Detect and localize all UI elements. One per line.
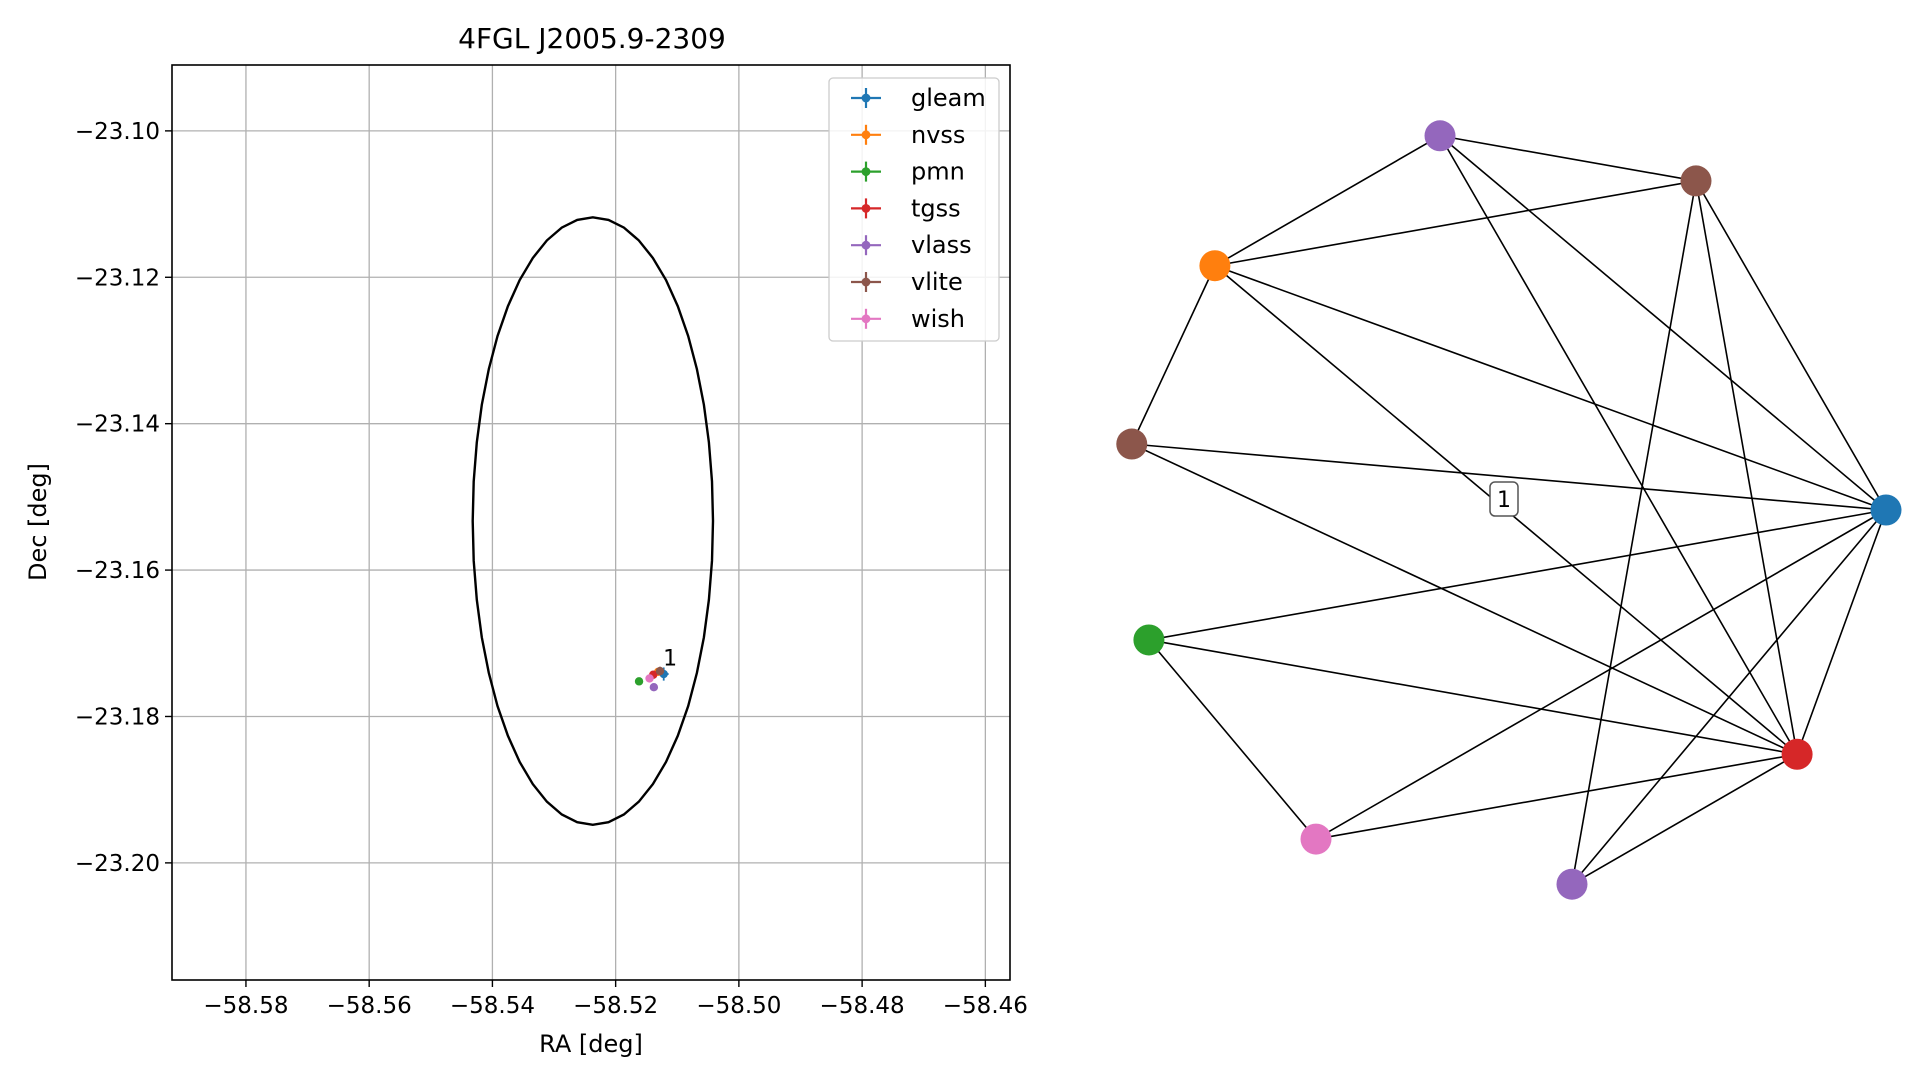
component-label-box bbox=[1489, 481, 1519, 517]
edge-blue-red bbox=[1796, 509, 1887, 755]
network-nodes bbox=[1116, 120, 1902, 900]
node-brown_left bbox=[1116, 428, 1148, 460]
legend-item-nvss: nvss bbox=[851, 121, 965, 149]
edge-brown_left-red bbox=[1131, 443, 1798, 755]
legend-item-vlass: vlass bbox=[851, 231, 972, 259]
localization-ellipse-layer bbox=[471, 216, 715, 827]
y-tick-label: −23.10 bbox=[75, 119, 160, 145]
y-axis-label: Dec [deg] bbox=[24, 463, 52, 581]
legend-swatch-marker bbox=[861, 167, 871, 177]
edge-orange-blue bbox=[1214, 264, 1887, 511]
x-tick-label: −58.50 bbox=[696, 993, 781, 1019]
edge-purple_top-blue bbox=[1439, 135, 1887, 511]
legend-item-wish: wish bbox=[851, 305, 965, 333]
marker-wish bbox=[645, 674, 654, 683]
edge-brown_left-blue bbox=[1131, 443, 1887, 511]
legend-label-pmn: pmn bbox=[911, 158, 965, 186]
x-tick-label: −58.58 bbox=[203, 993, 288, 1019]
legend-swatch-marker bbox=[861, 204, 871, 213]
y-tick-label: −23.18 bbox=[75, 704, 160, 730]
match-annotation-label: 1 bbox=[663, 647, 677, 672]
legend-item-gleam: gleam bbox=[851, 84, 986, 112]
edge-blue-purple_bottom bbox=[1571, 509, 1887, 885]
x-tick-label: −58.52 bbox=[573, 993, 658, 1019]
x-axis-label: RA [deg] bbox=[539, 1030, 643, 1058]
network-edges bbox=[1131, 134, 1887, 885]
legend-label-tgss: tgss bbox=[911, 194, 961, 222]
point-vlite bbox=[655, 666, 665, 676]
legend-label-wish: wish bbox=[911, 305, 965, 333]
plot-frame bbox=[171, 64, 1011, 981]
legend-swatch-marker bbox=[861, 93, 871, 103]
y-tick-label: −23.16 bbox=[75, 558, 160, 584]
edge-blue-pink bbox=[1315, 509, 1887, 840]
scatter-chart: 4FGL J2005.9-2309 1 −58.58 −58.56 −58.54 −5… bbox=[24, 22, 1028, 1058]
component-label-text: 1 bbox=[1497, 488, 1511, 513]
x-ticks: −58.58 −58.56 −58.54 −58.52 −58.50 −58.48 −58.… bbox=[203, 980, 1028, 1019]
node-brown_right bbox=[1680, 165, 1712, 197]
legend-entries: gleam nvss pmn tgss vlass vlite wish bbox=[851, 84, 986, 333]
network-graph: 1 bbox=[1116, 120, 1902, 900]
legend-swatch-marker bbox=[861, 314, 871, 324]
legend-swatch-marker bbox=[861, 130, 871, 140]
legend: gleam nvss pmn tgss vlass vlite wish bbox=[828, 77, 1000, 342]
legend-label-nvss: nvss bbox=[911, 121, 965, 149]
edge-purple_top-red bbox=[1439, 135, 1798, 755]
node-purple_top bbox=[1424, 120, 1456, 152]
y-tick-label: −23.20 bbox=[75, 851, 160, 877]
marker-vlite bbox=[655, 666, 665, 676]
point-wish bbox=[645, 674, 654, 683]
node-purple_bottom bbox=[1556, 868, 1588, 900]
x-tick-label: −58.56 bbox=[327, 993, 412, 1019]
node-blue bbox=[1870, 494, 1902, 526]
legend-item-tgss: tgss bbox=[851, 194, 961, 222]
edge-blue-green bbox=[1148, 509, 1887, 641]
edge-green-red bbox=[1148, 639, 1798, 756]
point-vlass bbox=[649, 683, 659, 692]
legend-label-gleam: gleam bbox=[911, 84, 986, 112]
x-tick-label: −58.46 bbox=[943, 993, 1028, 1019]
legend-swatch-marker bbox=[861, 277, 871, 287]
node-pink bbox=[1300, 823, 1332, 855]
source-points-layer bbox=[634, 666, 669, 692]
legend-item-pmn: pmn bbox=[851, 158, 965, 186]
y-tick-label: −23.14 bbox=[75, 412, 160, 438]
edge-brown_right-blue bbox=[1695, 180, 1887, 511]
marker-vlass bbox=[649, 683, 659, 692]
edge-green-pink bbox=[1148, 639, 1317, 840]
legend-label-vlass: vlass bbox=[911, 231, 972, 259]
legend-swatch-marker bbox=[861, 240, 871, 250]
y-tick-label: −23.12 bbox=[75, 265, 160, 291]
chart-title: 4FGL J2005.9-2309 bbox=[458, 22, 726, 55]
localization-ellipse bbox=[471, 216, 715, 827]
node-orange bbox=[1199, 250, 1231, 282]
y-ticks: −23.10 −23.12 −23.14 −23.16 −23.18 −23.20 bbox=[75, 119, 172, 877]
edge-brown_right-purple_bottom bbox=[1571, 180, 1697, 885]
edge-brown_right-red bbox=[1695, 180, 1798, 755]
edge-red-purple_bottom bbox=[1571, 753, 1798, 885]
x-tick-label: −58.48 bbox=[820, 993, 905, 1019]
legend-label-vlite: vlite bbox=[911, 268, 963, 296]
node-red bbox=[1781, 738, 1813, 770]
edge-red-pink bbox=[1315, 753, 1798, 840]
edge-purple_top-brown_right bbox=[1439, 134, 1697, 182]
edge-orange-brown_left bbox=[1131, 265, 1216, 445]
legend-item-vlite: vlite bbox=[851, 268, 963, 296]
edge-purple_top-orange bbox=[1214, 135, 1441, 267]
x-tick-label: −58.54 bbox=[450, 993, 535, 1019]
node-green bbox=[1133, 624, 1165, 656]
point-pmn bbox=[634, 677, 644, 686]
edge-orange-brown_right bbox=[1214, 180, 1697, 267]
component-label: 1 bbox=[1489, 481, 1519, 517]
marker-pmn bbox=[634, 677, 644, 686]
legend-box bbox=[828, 77, 1000, 342]
